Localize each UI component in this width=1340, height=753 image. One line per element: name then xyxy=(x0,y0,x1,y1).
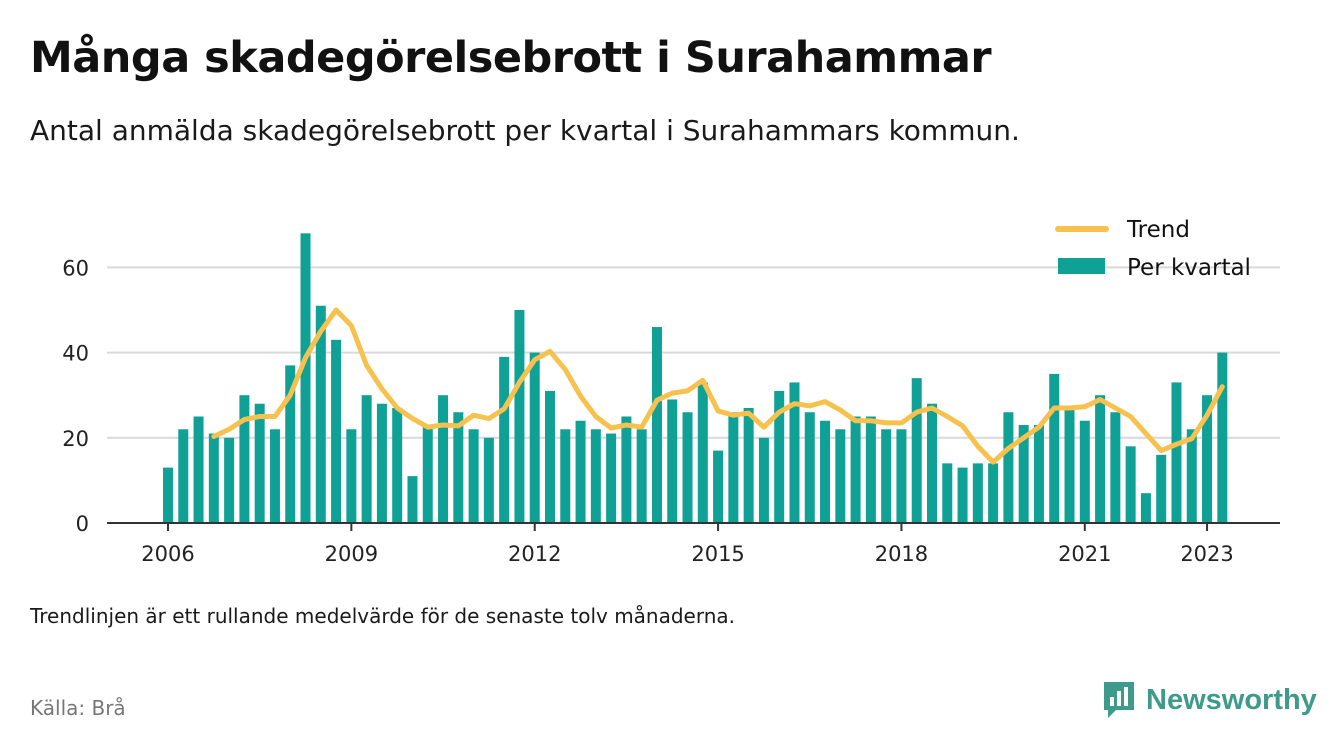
y-tick-label: 60 xyxy=(62,256,89,280)
bar-series xyxy=(163,233,1228,523)
bar xyxy=(927,403,937,523)
bar xyxy=(820,420,831,523)
bar xyxy=(865,416,876,523)
x-tick-label: 2023 xyxy=(1180,542,1233,566)
x-tick-label: 2006 xyxy=(141,542,194,566)
bar xyxy=(667,399,678,523)
bar xyxy=(697,382,708,523)
y-tick-label: 20 xyxy=(62,427,89,451)
bar xyxy=(300,233,311,523)
bar xyxy=(529,352,540,523)
bar xyxy=(713,450,724,523)
bar xyxy=(972,463,983,523)
bar xyxy=(239,395,250,523)
bar-chart-speech-bubble-icon xyxy=(1104,682,1134,718)
bar xyxy=(942,463,953,523)
x-tick-label: 2012 xyxy=(508,542,561,566)
trend-footnote: Trendlinjen är ett rullande medelvärde f… xyxy=(30,604,736,628)
bar xyxy=(392,407,403,523)
bar xyxy=(376,403,387,523)
chart-title: Många skadegörelsebrott i Surahammar xyxy=(30,33,992,83)
bar xyxy=(804,412,815,523)
trend-line xyxy=(211,307,1225,465)
chart: 0 20 40 60 2006 2009 2012 2015 2018 2021 2023 Tre… xyxy=(62,217,1280,566)
bar xyxy=(514,310,525,523)
bar xyxy=(1217,352,1228,523)
bar xyxy=(361,395,372,523)
y-tick-label: 0 xyxy=(76,512,89,536)
bar xyxy=(163,467,173,523)
legend-per-kvartal-swatch xyxy=(1058,258,1105,274)
legend: Trend Per kvartal xyxy=(1055,217,1251,281)
bar xyxy=(636,429,647,523)
bar xyxy=(1140,493,1151,523)
x-tick-label: 2021 xyxy=(1058,542,1111,566)
legend-per-kvartal-label: Per kvartal xyxy=(1127,255,1251,281)
bar xyxy=(1186,429,1197,523)
bar xyxy=(1110,412,1121,523)
bar xyxy=(1064,407,1075,523)
bar xyxy=(575,420,586,523)
bar xyxy=(1202,395,1213,523)
bar xyxy=(560,429,571,523)
bar xyxy=(483,437,494,523)
bar xyxy=(1095,395,1106,523)
bar xyxy=(774,390,785,523)
bar xyxy=(331,339,342,523)
bar xyxy=(1049,373,1060,523)
bar xyxy=(224,437,235,523)
bar xyxy=(835,429,846,523)
bar xyxy=(957,467,968,523)
bar xyxy=(193,416,204,523)
y-tick-labels: 0 20 40 60 xyxy=(62,256,89,536)
brand-name: Newsworthy xyxy=(1146,683,1317,716)
bar xyxy=(1079,420,1090,523)
bar xyxy=(606,433,617,523)
bar xyxy=(315,305,326,523)
bar xyxy=(789,382,800,523)
bar xyxy=(743,407,754,523)
bar xyxy=(988,463,999,523)
bar xyxy=(285,365,296,523)
bar xyxy=(651,327,662,523)
legend-trend-label: Trend xyxy=(1126,217,1190,243)
y-tick-label: 40 xyxy=(62,342,89,366)
bar xyxy=(728,412,739,523)
bar xyxy=(269,429,280,523)
bar xyxy=(1033,425,1044,523)
bar xyxy=(254,403,265,523)
bar xyxy=(850,416,861,523)
bar xyxy=(1171,382,1182,523)
bar xyxy=(758,437,769,523)
bar xyxy=(178,429,189,523)
bar xyxy=(453,412,464,523)
bar xyxy=(407,476,418,523)
chart-subtitle: Antal anmälda skadegörelsebrott per kvar… xyxy=(30,114,1020,147)
bar xyxy=(590,429,601,523)
bar xyxy=(422,425,433,523)
bar xyxy=(499,356,510,523)
bar xyxy=(881,429,892,523)
x-tick-label: 2015 xyxy=(691,542,744,566)
bar xyxy=(1156,454,1167,523)
bar xyxy=(468,429,479,523)
bar xyxy=(621,416,632,523)
bar xyxy=(682,412,693,523)
bar xyxy=(1125,446,1136,523)
bar xyxy=(438,395,449,523)
source-label: Källa: Brå xyxy=(30,696,126,720)
bar xyxy=(1018,425,1029,523)
x-tick-label: 2018 xyxy=(875,542,928,566)
x-tick-labels: 2006 2009 2012 2015 2018 2021 2023 xyxy=(141,523,1234,566)
bar xyxy=(545,390,555,523)
x-tick-label: 2009 xyxy=(325,542,378,566)
bar xyxy=(208,433,219,523)
bar xyxy=(911,378,922,523)
brand-logo[interactable]: Newsworthy xyxy=(1102,680,1317,720)
bar xyxy=(896,429,907,523)
bar xyxy=(346,429,357,523)
bar xyxy=(1003,412,1014,523)
